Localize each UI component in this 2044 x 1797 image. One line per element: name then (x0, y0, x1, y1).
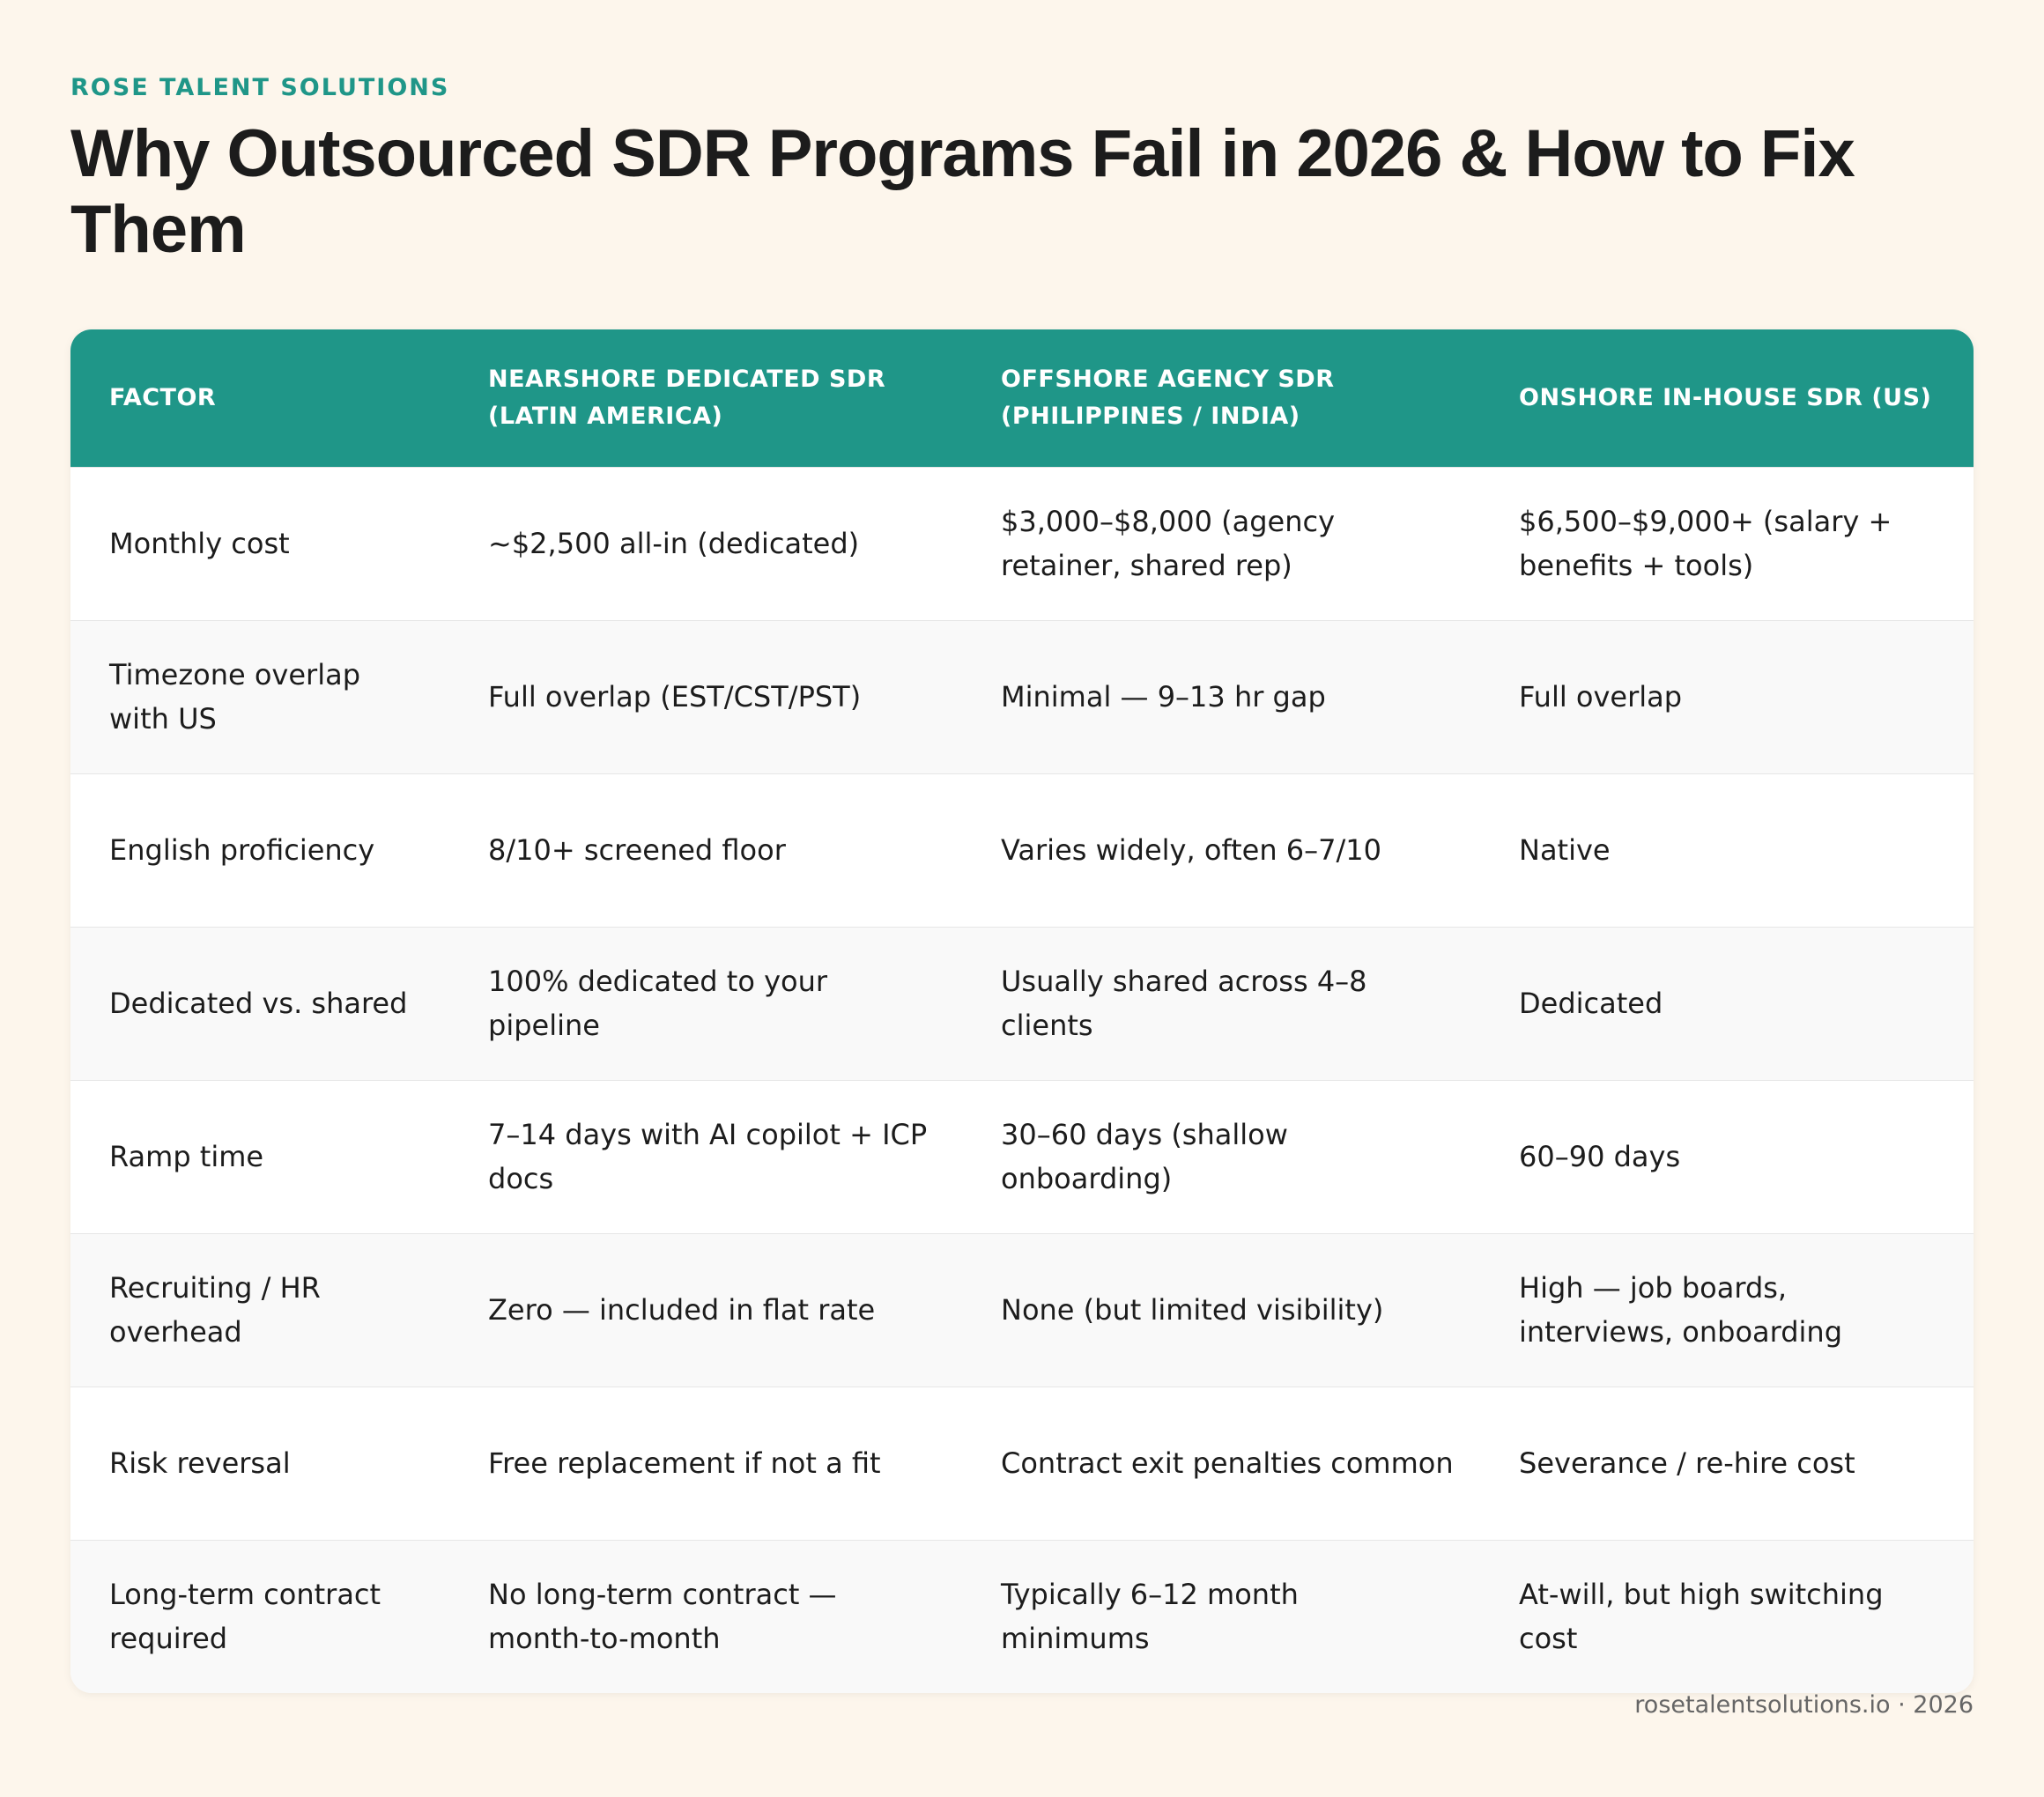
table-row: Recruiting / HR overhead Zero — included … (70, 1232, 1974, 1387)
table-cell: $6,500–$9,000+ (salary + benefits + tool… (1480, 466, 1974, 620)
table-body: Monthly cost ~$2,500 all-in (dedicated) $3… (70, 466, 1974, 1693)
factor-cell: Recruiting / HR overhead (70, 1232, 449, 1387)
table-cell: ~$2,500 all-in (dedicated) (449, 466, 962, 620)
column-header: OFFSHORE AGENCY SDR (PHILIPPINES / INDIA… (962, 329, 1480, 467)
table-cell: 60–90 days (1480, 1079, 1974, 1233)
table-cell: Dedicated (1480, 926, 1974, 1080)
column-header: ONSHORE IN-HOUSE SDR (US) (1480, 329, 1974, 467)
table-row: Dedicated vs. shared 100% dedicated to yo… (70, 926, 1974, 1080)
table-cell: 7–14 days with AI copilot + ICP docs (449, 1079, 962, 1233)
table-cell: None (but limited visibility) (962, 1232, 1480, 1387)
header-row: FACTOR NEARSHORE DEDICATED SDR (LATIN AME… (70, 329, 1974, 467)
table-cell: No long-term contract — month-to-month (449, 1539, 962, 1693)
factor-cell: Long-term contract required (70, 1539, 449, 1693)
brand: ROSE TALENT SOLUTIONS (70, 74, 450, 101)
table-row: Long-term contract required No long-term … (70, 1539, 1974, 1693)
table-cell: 30–60 days (shallow onboarding) (962, 1079, 1480, 1233)
table-cell: Full overlap (EST/CST/PST) (449, 619, 962, 773)
table-cell: Full overlap (1480, 619, 1974, 773)
table-cell: Minimal — 9–13 hr gap (962, 619, 1480, 773)
column-header: NEARSHORE DEDICATED SDR (LATIN AMERICA) (449, 329, 962, 467)
table-row: Monthly cost ~$2,500 all-in (dedicated) $3… (70, 466, 1974, 620)
table-cell: Varies widely, often 6–7/10 (962, 773, 1480, 927)
table-cell: 8/10+ screened floor (449, 773, 962, 927)
table-cell: 100% dedicated to your pipeline (449, 926, 962, 1080)
table-row: English proficiency 8/10+ screened floor V… (70, 773, 1974, 927)
title: Why Outsourced SDR Programs Fail in 2026… (70, 116, 1855, 267)
table-cell: Severance / re-hire cost (1480, 1386, 1974, 1540)
factor-cell: Timezone overlap with US (70, 619, 449, 773)
table-row: Risk reversal Free replacement if not a f… (70, 1386, 1974, 1540)
table-cell: At-will, but high switching cost (1480, 1539, 1974, 1693)
footer: rosetalentsolutions.io · 2026 (1634, 1691, 1974, 1719)
table-cell: Native (1480, 773, 1974, 927)
table-row: Timezone overlap with US Full overlap (ES… (70, 619, 1974, 773)
table-cell: $3,000–$8,000 (agency retainer, shared r… (962, 466, 1480, 620)
table-row: Ramp time 7–14 days with AI copilot + ICP… (70, 1079, 1974, 1233)
column-header: FACTOR (70, 329, 449, 467)
table-card: FACTOR NEARSHORE DEDICATED SDR (LATIN AME… (70, 329, 1974, 1693)
factor-cell: Risk reversal (70, 1386, 449, 1540)
table-cell: Zero — included in flat rate (449, 1232, 962, 1387)
table-cell: High — job boards, interviews, onboardin… (1480, 1232, 1974, 1387)
table-cell: Typically 6–12 month minimums (962, 1539, 1480, 1693)
factor-cell: Dedicated vs. shared (70, 926, 449, 1080)
factor-cell: English proficiency (70, 773, 449, 927)
factor-cell: Monthly cost (70, 466, 449, 620)
table-cell: Contract exit penalties common (962, 1386, 1480, 1540)
comparison-table: FACTOR NEARSHORE DEDICATED SDR (LATIN AME… (70, 329, 1974, 1693)
table-cell: Free replacement if not a fit (449, 1386, 962, 1540)
factor-cell: Ramp time (70, 1079, 449, 1233)
table-cell: Usually shared across 4–8 clients (962, 926, 1480, 1080)
